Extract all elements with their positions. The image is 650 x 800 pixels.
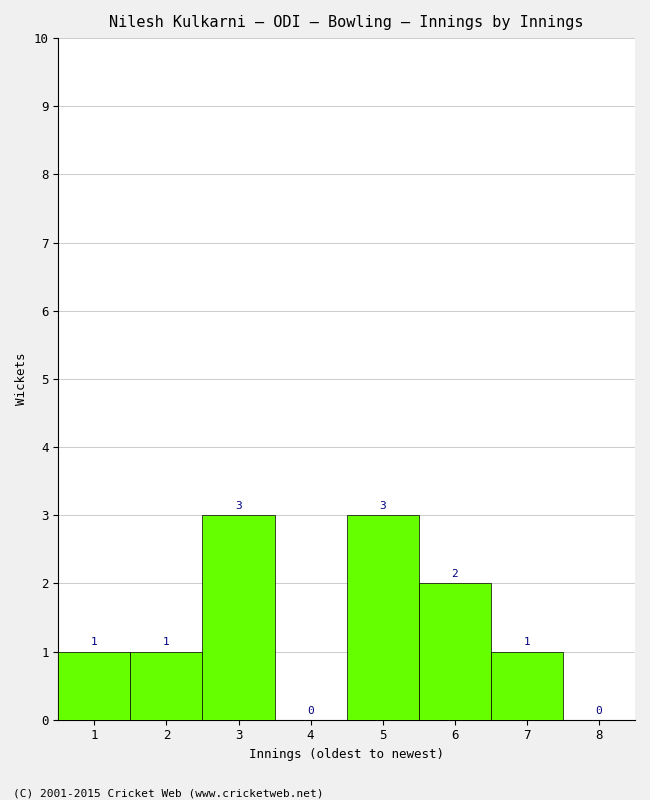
Text: 3: 3 [235, 501, 242, 511]
Text: 2: 2 [451, 570, 458, 579]
Bar [419, 583, 491, 720]
Title: Nilesh Kulkarni – ODI – Bowling – Innings by Innings: Nilesh Kulkarni – ODI – Bowling – Inning… [109, 15, 584, 30]
X-axis label: Innings (oldest to newest): Innings (oldest to newest) [249, 748, 444, 761]
Text: 1: 1 [163, 638, 170, 647]
Text: 1: 1 [523, 638, 530, 647]
Bar [131, 651, 202, 720]
Bar [491, 651, 563, 720]
Text: 1: 1 [91, 638, 98, 647]
Bar [346, 515, 419, 720]
Text: 0: 0 [595, 706, 603, 716]
Text: 0: 0 [307, 706, 314, 716]
Bar [202, 515, 274, 720]
Text: (C) 2001-2015 Cricket Web (www.cricketweb.net): (C) 2001-2015 Cricket Web (www.cricketwe… [13, 788, 324, 798]
Y-axis label: Wickets: Wickets [15, 353, 28, 405]
Text: 3: 3 [380, 501, 386, 511]
Bar [58, 651, 131, 720]
